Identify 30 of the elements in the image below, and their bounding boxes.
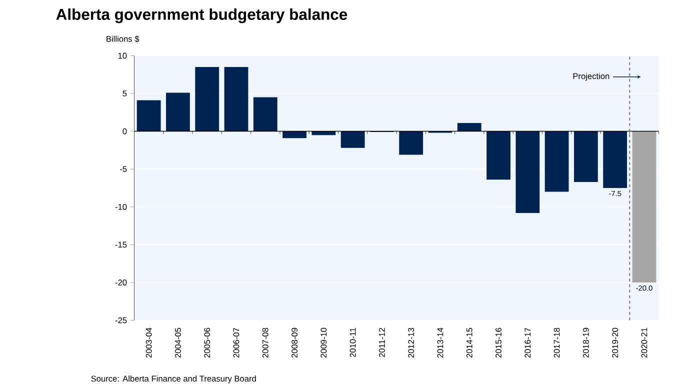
y-tick-label: 0 [122,128,127,134]
y-tick-label: -10 [115,204,127,210]
x-tick-label: 2017-18 [554,328,560,358]
x-tick-label: 2019-20 [612,328,618,358]
y-tick-label: -15 [115,242,127,248]
y-tick-label: -5 [120,166,127,172]
x-tick-label: 2020-21 [641,328,648,358]
ref-line-label: Projection [573,72,610,81]
y-tick-label: 10 [118,52,127,59]
x-tick-label: 2006-07 [233,328,240,358]
source-note: Source: Alberta Finance and Treasury Board [91,375,256,384]
x-tick-label: 2003-04 [146,328,152,358]
x-tick-label: 2018-19 [582,328,589,358]
x-tick-label: 2009-10 [320,328,327,358]
x-tick-label: 2013-14 [437,328,444,358]
x-tick-label: 2015-16 [496,328,502,358]
chart-title: Alberta government budgetary balance [56,8,348,24]
x-tick-label: 2008-09 [292,328,298,358]
x-tick-label: 2005-06 [204,328,210,358]
y-axis-title: Billions $ [106,35,140,42]
x-tick-label: 2010-11 [350,328,356,357]
x-tick-label: 2016-17 [524,328,531,358]
y-tick-label: -25 [115,317,127,324]
x-tick-label: 2014-15 [466,328,472,358]
x-tick-label: 2011-12 [378,328,385,357]
y-tick-label: -20 [115,279,127,286]
x-tick-label: 2012-13 [408,328,414,358]
y-tick-label: 5 [122,90,127,96]
x-tick-label: 2007-08 [262,328,268,358]
x-tick-label: 2004-05 [175,328,181,358]
